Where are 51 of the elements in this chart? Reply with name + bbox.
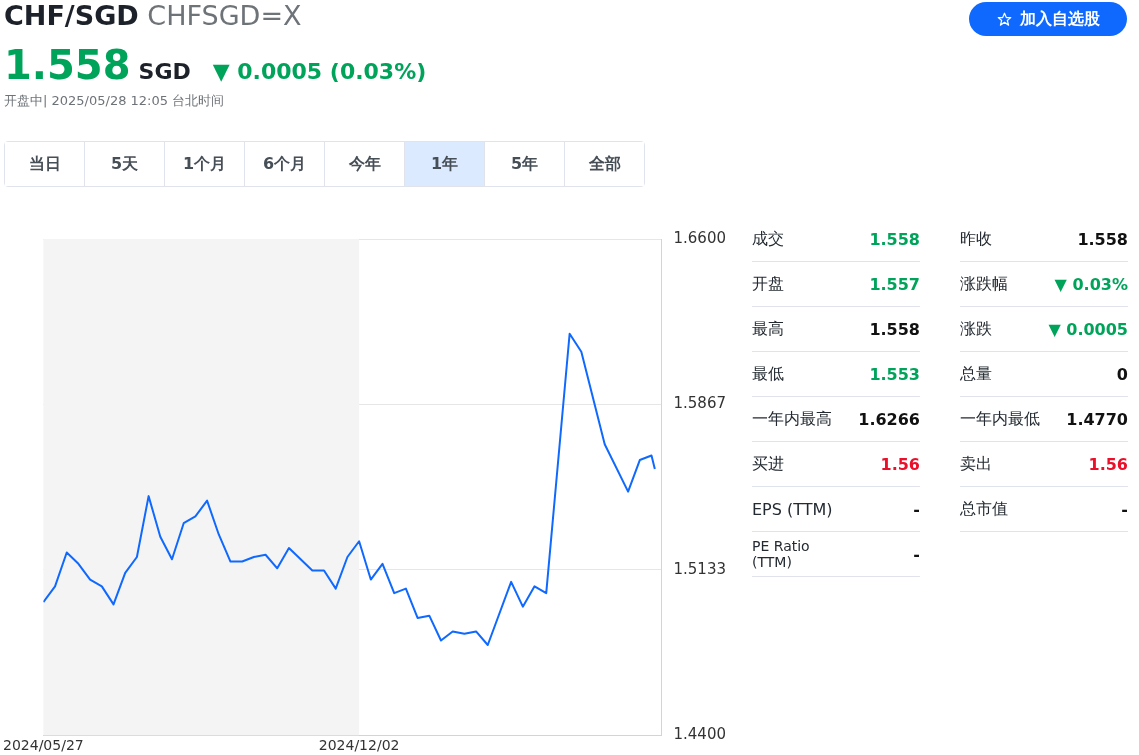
category-label: 买进 (752, 453, 784, 475)
text: 1.56 (1088, 454, 1128, 474)
category-label: 最低 (752, 363, 784, 385)
category-label: PE Ratio (TTM) (752, 538, 811, 570)
category-label: 最高 (752, 318, 784, 340)
y-tick-label: 1.5867 (673, 394, 727, 413)
text: - (1121, 499, 1128, 519)
text: 1.56 (880, 454, 920, 474)
chart-title: CHF/SGD (4, 0, 139, 31)
category-label: 一年内最高 (752, 408, 832, 430)
category-label: 总量 (960, 363, 992, 385)
text: 1.558 (869, 229, 920, 249)
chart-subtitle: CHFSGD=X (147, 0, 302, 31)
text: 1.6266 (858, 409, 920, 429)
text: 5天 (84, 142, 164, 186)
text: - (913, 499, 920, 519)
text: 1.558 (1077, 229, 1128, 249)
text: ▼ 0.0005 (0.03%) (212, 59, 427, 84)
category-label: 成交 (752, 228, 784, 250)
category-label: EPS (TTM) (752, 499, 833, 519)
text: 1.558 (4, 42, 131, 88)
text: 1年 (404, 142, 484, 186)
text: 1.553 (869, 364, 920, 384)
x-tick-label: 2024/12/02 (318, 737, 400, 754)
text: 全部 (564, 142, 644, 186)
category-label: 涨跌幅 (960, 273, 1008, 295)
text: ▼ 0.0005 (1048, 319, 1128, 339)
text: 今年 (324, 142, 404, 186)
text: 1.557 (869, 274, 920, 294)
category-label: 涨跌 (960, 318, 992, 340)
text: 6个月 (244, 142, 324, 186)
text: - (913, 544, 920, 564)
text: 当日 (5, 142, 84, 186)
text: ▼ 0.03% (1054, 274, 1128, 294)
text: 1.4770 (1066, 409, 1128, 429)
category-label: 一年内最低 (960, 408, 1040, 430)
category-label: 卖出 (960, 453, 992, 475)
category-label: 开盘 (752, 273, 784, 295)
y-tick-label: 1.4400 (673, 725, 727, 744)
text: 加入自选股 (969, 2, 1127, 36)
text: 开盘中| 2025/05/28 12:05 台北时间 (4, 92, 225, 110)
category-label: 总市值 (960, 498, 1008, 520)
text: 5年 (484, 142, 564, 186)
text: 0 (1116, 364, 1128, 384)
text: 1.558 (869, 319, 920, 339)
text: 1个月 (164, 142, 244, 186)
y-tick-label: 1.6600 (673, 228, 727, 247)
x-tick-label: 2024/05/27 (2, 737, 84, 754)
text: SGD (138, 59, 191, 84)
y-tick-label: 1.5133 (673, 559, 727, 578)
category-label: 昨收 (960, 228, 992, 250)
